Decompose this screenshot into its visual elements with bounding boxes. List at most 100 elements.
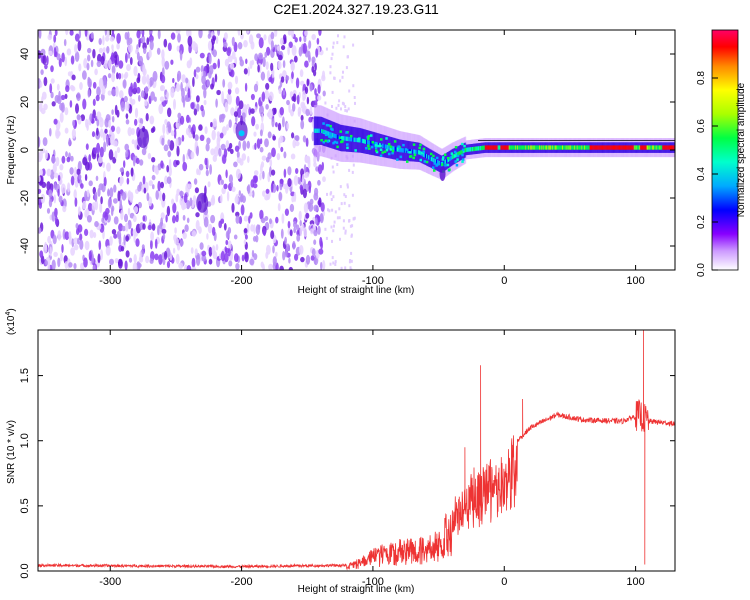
spectrogram-noise-cell — [289, 203, 295, 213]
spectrogram-noise-cell — [223, 223, 227, 231]
spectrogram-signal-core — [447, 158, 449, 163]
spectrogram-noise-cell — [261, 113, 264, 123]
spectrogram-noise-cell — [79, 82, 83, 90]
spectrogram-noise-cell — [178, 262, 184, 269]
spectrogram-noise-cell — [125, 52, 128, 63]
spectrogram-noise-cell — [41, 96, 44, 104]
spectrogram-noise-cell — [109, 129, 112, 135]
spectrogram-noise-cell — [237, 30, 241, 36]
spectrogram-noise-cell — [265, 82, 270, 90]
spectrogram-noise-cell — [40, 69, 44, 75]
spectrogram-noise-cell — [95, 175, 99, 181]
spectrogram-noise-cell — [104, 30, 108, 36]
spectrogram-signal-core — [427, 155, 430, 160]
spectrogram-noise-cell — [192, 195, 197, 205]
spectrogram-noise-cell — [39, 169, 44, 176]
spectrogram-noise-cell — [82, 157, 88, 166]
spectrogram-noise-cell — [311, 248, 316, 257]
spectrogram-signal-core — [550, 145, 552, 150]
spectrogram-noise-cell — [282, 89, 286, 96]
spectrogram-signal-core — [616, 145, 618, 150]
spectrogram-signal-core — [315, 128, 318, 133]
spectrogram-noise-cell — [133, 65, 138, 77]
spectrogram-signal-core — [457, 152, 459, 157]
spectrogram-signal-core — [644, 145, 647, 150]
spectrogram-noise-cell — [254, 106, 257, 113]
spectrogram-signal-core — [451, 155, 454, 160]
spectrogram-noise-cell — [54, 30, 58, 36]
spectrogram-signal-core — [670, 145, 673, 150]
spectrogram-signal-core — [483, 145, 486, 150]
spectrogram-noise-cell — [126, 177, 130, 185]
spectrogram-speckle — [352, 43, 355, 47]
spectrogram-signal-core — [369, 140, 372, 145]
spectrogram-noise-cell — [179, 115, 185, 125]
spectrogram-noise-cell — [250, 93, 255, 101]
spectrogram-signal-dot — [422, 147, 426, 151]
spectrogram-noise-cell — [288, 41, 293, 49]
spectrogram-signal-core — [650, 145, 652, 150]
spectrogram-noise-cell — [61, 52, 65, 63]
spectrogram-signal-core — [669, 145, 672, 150]
spectrogram-noise-cell — [75, 103, 79, 114]
spectrogram-signal-core — [552, 145, 555, 150]
spectrogram-noise-cell — [142, 68, 147, 76]
spectrogram-noise-cell — [100, 196, 103, 205]
spectrogram-signal-core — [673, 145, 675, 150]
colorbar-tick-label: 0.0 — [696, 263, 707, 277]
spectrogram-signal-dot — [365, 147, 368, 150]
spectrogram-speckle — [349, 266, 352, 270]
spectrogram-signal-core — [357, 137, 359, 143]
spectrogram-noise-cell — [248, 215, 251, 224]
spectrogram-speckle — [331, 105, 333, 108]
spectrogram-speckle — [343, 201, 346, 205]
spectrogram-noise-cell — [49, 83, 53, 94]
spectrogram-x-tick-label: -100 — [362, 275, 384, 287]
spectrogram-noise-cell — [203, 216, 209, 228]
spectrogram-signal-core — [534, 145, 537, 150]
spectrogram-noise-cell — [65, 30, 69, 36]
spectrogram-signal-core — [538, 145, 540, 150]
spectrogram-noise-cell — [38, 30, 42, 39]
spectrogram-noise-cell — [313, 155, 317, 164]
spectrogram-noise-cell — [253, 170, 259, 176]
spectrogram-noise-cell — [73, 237, 79, 245]
spectrogram-signal-core — [336, 134, 339, 139]
spectrogram-signal-core — [474, 146, 477, 151]
spectrogram-noise-cell — [87, 88, 91, 98]
spectrogram-signal-dot — [412, 143, 416, 146]
spectrogram-noise-cell — [70, 247, 75, 256]
spectrogram-noise-cell — [67, 182, 71, 193]
spectrogram-noise-cell — [231, 51, 236, 60]
spectrogram-signal-core — [385, 144, 388, 149]
spectrogram-noise-cell — [203, 88, 207, 99]
spectrogram-signal-core — [346, 136, 348, 141]
spectrogram-noise-cell — [227, 55, 233, 63]
spectrogram-y-tick-label: 0 — [19, 147, 31, 153]
spectrogram-signal-core — [544, 145, 547, 150]
spectrogram-noise-cell — [223, 32, 228, 40]
spectrogram-noise-cell — [278, 191, 283, 202]
spectrogram-noise-cell — [72, 119, 76, 127]
spectrogram-signal-core — [628, 145, 630, 150]
spectrogram-signal-core — [536, 145, 538, 150]
spectrogram-noise-cell — [111, 109, 114, 115]
spectrogram-speckle — [329, 65, 332, 69]
snr-y-tick-label: 1.5 — [19, 368, 31, 383]
spectrogram-signal-core — [542, 145, 545, 150]
spectrogram-signal-dot — [453, 154, 457, 158]
spectrogram-speckle — [351, 170, 354, 174]
spectrogram-signal-core — [497, 145, 500, 150]
spectrogram-noise-cell — [50, 78, 55, 84]
spectrogram-signal-core — [475, 146, 478, 151]
spectrogram-noise-cell — [77, 224, 83, 233]
spectrogram-noise-cell — [269, 158, 273, 168]
spectrogram-noise-cell — [53, 251, 58, 257]
spectrogram-speckle — [338, 216, 341, 220]
spectrogram-noise-cell — [302, 188, 307, 199]
spectrogram-noise-cell — [275, 251, 278, 258]
spectrogram-signal-dot — [327, 135, 331, 138]
spectrogram-noise-cell — [98, 47, 104, 54]
spectrogram-noise-cell — [60, 102, 65, 113]
spectrogram-signal-dot — [441, 158, 445, 161]
